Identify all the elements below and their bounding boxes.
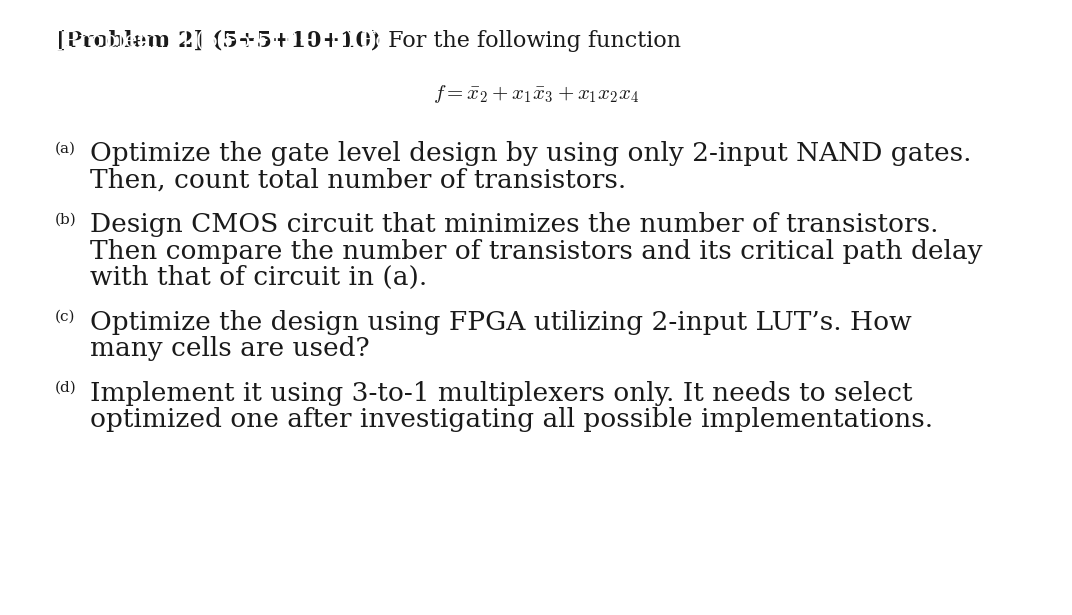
Text: with that of circuit in (a).: with that of circuit in (a).: [90, 265, 428, 290]
Text: (b): (b): [55, 212, 77, 226]
Text: Design CMOS circuit that minimizes the number of transistors.: Design CMOS circuit that minimizes the n…: [90, 212, 938, 237]
Text: [Problem 2] (5+5+10+10): [Problem 2] (5+5+10+10): [55, 30, 382, 52]
Text: many cells are used?: many cells are used?: [90, 336, 370, 361]
Text: Optimize the design using FPGA utilizing 2-input LUT’s. How: Optimize the design using FPGA utilizing…: [90, 310, 912, 335]
Text: Optimize the gate level design by using only 2-input NAND gates.: Optimize the gate level design by using …: [90, 141, 971, 166]
Text: Implement it using 3-to-1 multiplexers only. It needs to select: Implement it using 3-to-1 multiplexers o…: [90, 381, 912, 406]
Text: [Problem 2] (5+5+10+10) For the following function: [Problem 2] (5+5+10+10) For the followin…: [55, 30, 654, 52]
Text: Then, count total number of transistors.: Then, count total number of transistors.: [90, 168, 626, 192]
Text: (c): (c): [55, 310, 75, 324]
Text: $f = \bar{x}_2 + x_1\bar{x}_3 + x_1x_2x_4$: $f = \bar{x}_2 + x_1\bar{x}_3 + x_1x_2x_…: [433, 83, 639, 105]
Text: Then compare the number of transistors and its critical path delay: Then compare the number of transistors a…: [90, 239, 983, 264]
Text: (a): (a): [55, 141, 76, 156]
Text: For the following function: For the following function: [382, 30, 682, 52]
Text: optimized one after investigating all possible implementations.: optimized one after investigating all po…: [90, 407, 933, 432]
Text: (d): (d): [55, 381, 77, 395]
